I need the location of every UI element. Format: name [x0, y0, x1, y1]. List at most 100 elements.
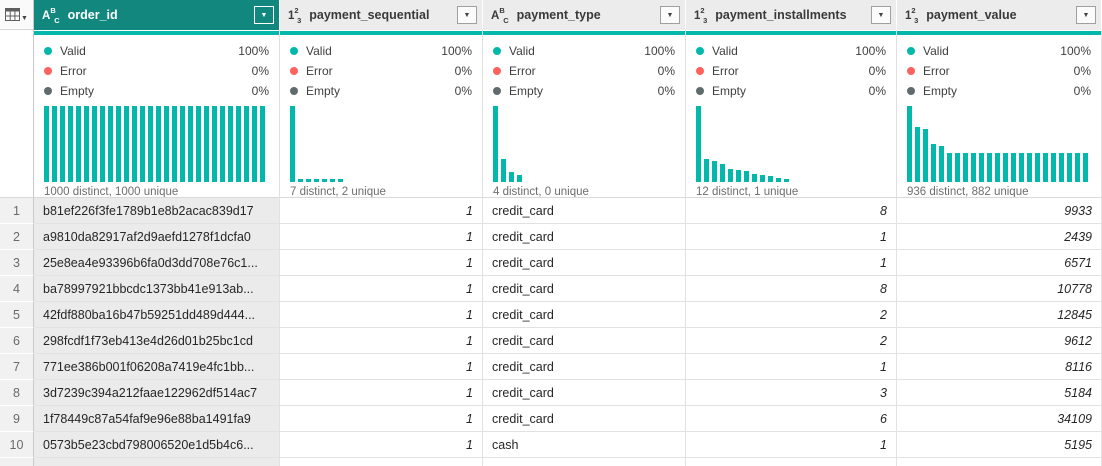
row-number[interactable]: 9 — [0, 406, 34, 432]
histogram-bar — [1011, 153, 1016, 182]
data-cell-payment_value[interactable]: 2439 — [897, 224, 1102, 250]
data-cell-payment_installments[interactable]: 1 — [686, 354, 897, 380]
data-cell-payment_type[interactable]: credit_card — [483, 302, 686, 328]
data-cell-payment_value[interactable]: 5195 — [897, 432, 1102, 458]
partial-row-cell — [280, 458, 483, 466]
row-number[interactable]: 7 — [0, 354, 34, 380]
valid-dot-icon — [696, 47, 704, 55]
data-cell-payment_value[interactable]: 5184 — [897, 380, 1102, 406]
data-cell-payment_sequential[interactable]: 1 — [280, 250, 483, 276]
data-cell-payment_type[interactable]: credit_card — [483, 276, 686, 302]
data-cell-order_id[interactable]: 3d7239c394a212faae122962df514ac7 — [34, 380, 280, 406]
data-cell-payment_sequential[interactable]: 1 — [280, 302, 483, 328]
partial-row-cell — [897, 458, 1102, 466]
data-cell-payment_installments[interactable]: 6 — [686, 406, 897, 432]
data-cell-payment_type[interactable]: credit_card — [483, 354, 686, 380]
data-cell-payment_type[interactable]: credit_card — [483, 224, 686, 250]
data-cell-payment_value[interactable]: 12845 — [897, 302, 1102, 328]
data-cell-payment_sequential[interactable]: 1 — [280, 380, 483, 406]
filter-dropdown-button[interactable]: ▼ — [871, 6, 891, 24]
value-distribution-histogram[interactable] — [907, 106, 1091, 182]
column-header-payment_sequential[interactable]: 123 payment_sequential ▼ — [280, 0, 483, 30]
column-quality-panel-payment_type[interactable]: Valid 100% Error 0% Empty 0% 4 distinct, 0 uni… — [483, 30, 686, 198]
row-number[interactable]: 5 — [0, 302, 34, 328]
column-header-order_id[interactable]: ABC order_id ▼ — [34, 0, 280, 30]
data-cell-payment_installments[interactable]: 1 — [686, 250, 897, 276]
data-cell-payment_type[interactable]: credit_card — [483, 380, 686, 406]
data-cell-payment_installments[interactable]: 2 — [686, 328, 897, 354]
filter-dropdown-button[interactable]: ▼ — [1076, 6, 1096, 24]
column-header-payment_value[interactable]: 123 payment_value ▼ — [897, 0, 1102, 30]
data-cell-order_id[interactable]: 0573b5e23cbd798006520e1d5b4c6... — [34, 432, 280, 458]
data-cell-payment_type[interactable]: cash — [483, 432, 686, 458]
column-quality-panel-order_id[interactable]: Valid 100% Error 0% Empty 0% 1000 distinct, 10… — [34, 30, 280, 198]
row-number[interactable]: 8 — [0, 380, 34, 406]
data-cell-payment_installments[interactable]: 3 — [686, 380, 897, 406]
row-number[interactable]: 2 — [0, 224, 34, 250]
quality-row-empty: Empty 0% — [897, 81, 1101, 101]
filter-dropdown-button[interactable]: ▼ — [254, 6, 274, 24]
distinct-unique-label: 4 distinct, 0 unique — [493, 186, 589, 198]
data-cell-payment_value[interactable]: 10778 — [897, 276, 1102, 302]
data-cell-payment_sequential[interactable]: 1 — [280, 276, 483, 302]
column-quality-panel-payment_installments[interactable]: Valid 100% Error 0% Empty 0% 12 distinct, 1 un… — [686, 30, 897, 198]
histogram-bar — [306, 178, 311, 182]
column-header-payment_type[interactable]: ABC payment_type ▼ — [483, 0, 686, 30]
histogram-bar — [1067, 153, 1072, 182]
column-quality-panel-payment_sequential[interactable]: Valid 100% Error 0% Empty 0% 7 distinct, 2 uni… — [280, 30, 483, 198]
data-cell-payment_installments[interactable]: 2 — [686, 302, 897, 328]
data-cell-order_id[interactable]: ba78997921bbcdc1373bb41e913ab... — [34, 276, 280, 302]
column-header-payment_installments[interactable]: 123 payment_installments ▼ — [686, 0, 897, 30]
histogram-bar — [338, 178, 343, 182]
data-cell-payment_value[interactable]: 9933 — [897, 198, 1102, 224]
data-cell-order_id[interactable]: 1f78449c87a54faf9e96e88ba1491fa9 — [34, 406, 280, 432]
data-cell-order_id[interactable]: 25e8ea4e93396b6fa0d3dd708e76c1... — [34, 250, 280, 276]
data-cell-payment_sequential[interactable]: 1 — [280, 406, 483, 432]
row-number[interactable]: 6 — [0, 328, 34, 354]
histogram-bar — [322, 178, 327, 182]
data-cell-order_id[interactable]: 42fdf880ba16b47b59251dd489d444... — [34, 302, 280, 328]
data-cell-order_id[interactable]: a9810da82917af2d9aefd1278f1dcfa0 — [34, 224, 280, 250]
data-cell-payment_installments[interactable]: 1 — [686, 224, 897, 250]
row-number[interactable]: 4 — [0, 276, 34, 302]
data-cell-payment_sequential[interactable]: 1 — [280, 432, 483, 458]
histogram-bar — [1043, 153, 1048, 182]
data-cell-payment_sequential[interactable]: 1 — [280, 354, 483, 380]
table-menu-button[interactable]: ▼ — [0, 0, 34, 30]
data-cell-order_id[interactable]: b81ef226f3fe1789b1e8b2acac839d17 — [34, 198, 280, 224]
data-cell-payment_sequential[interactable]: 1 — [280, 198, 483, 224]
data-cell-payment_installments[interactable]: 1 — [686, 432, 897, 458]
row-number[interactable]: 3 — [0, 250, 34, 276]
data-cell-payment_type[interactable]: credit_card — [483, 328, 686, 354]
data-cell-payment_value[interactable]: 34109 — [897, 406, 1102, 432]
data-cell-payment_sequential[interactable]: 1 — [280, 224, 483, 250]
value-distribution-histogram[interactable] — [493, 106, 675, 182]
histogram-bar — [784, 178, 789, 182]
data-cell-payment_installments[interactable]: 8 — [686, 276, 897, 302]
data-cell-order_id[interactable]: 298fcdf1f73eb413e4d26d01b25bc1cd — [34, 328, 280, 354]
data-cell-payment_value[interactable]: 6571 — [897, 250, 1102, 276]
value-distribution-histogram[interactable] — [44, 106, 269, 182]
column-quality-panel-payment_value[interactable]: Valid 100% Error 0% Empty 0% 936 distinct, 882… — [897, 30, 1102, 198]
data-cell-payment_sequential[interactable]: 1 — [280, 328, 483, 354]
partial-row-cell — [686, 458, 897, 466]
empty-dot-icon — [44, 87, 52, 95]
filter-dropdown-button[interactable]: ▼ — [457, 6, 477, 24]
row-number[interactable]: 10 — [0, 432, 34, 458]
value-distribution-histogram[interactable] — [290, 106, 472, 182]
data-cell-payment_installments[interactable]: 8 — [686, 198, 897, 224]
row-number[interactable]: 1 — [0, 198, 34, 224]
histogram-bar — [696, 106, 701, 182]
histogram-bar — [987, 153, 992, 182]
data-cell-payment_type[interactable]: credit_card — [483, 250, 686, 276]
filter-dropdown-button[interactable]: ▼ — [660, 6, 680, 24]
data-cell-order_id[interactable]: 771ee386b001f06208a7419e4fc1bb... — [34, 354, 280, 380]
partial-row-number — [0, 458, 34, 466]
data-cell-payment_type[interactable]: credit_card — [483, 198, 686, 224]
data-cell-payment_value[interactable]: 8116 — [897, 354, 1102, 380]
data-cell-payment_type[interactable]: credit_card — [483, 406, 686, 432]
histogram-bar — [493, 106, 498, 182]
histogram-bar — [744, 170, 749, 182]
value-distribution-histogram[interactable] — [696, 106, 886, 182]
data-cell-payment_value[interactable]: 9612 — [897, 328, 1102, 354]
